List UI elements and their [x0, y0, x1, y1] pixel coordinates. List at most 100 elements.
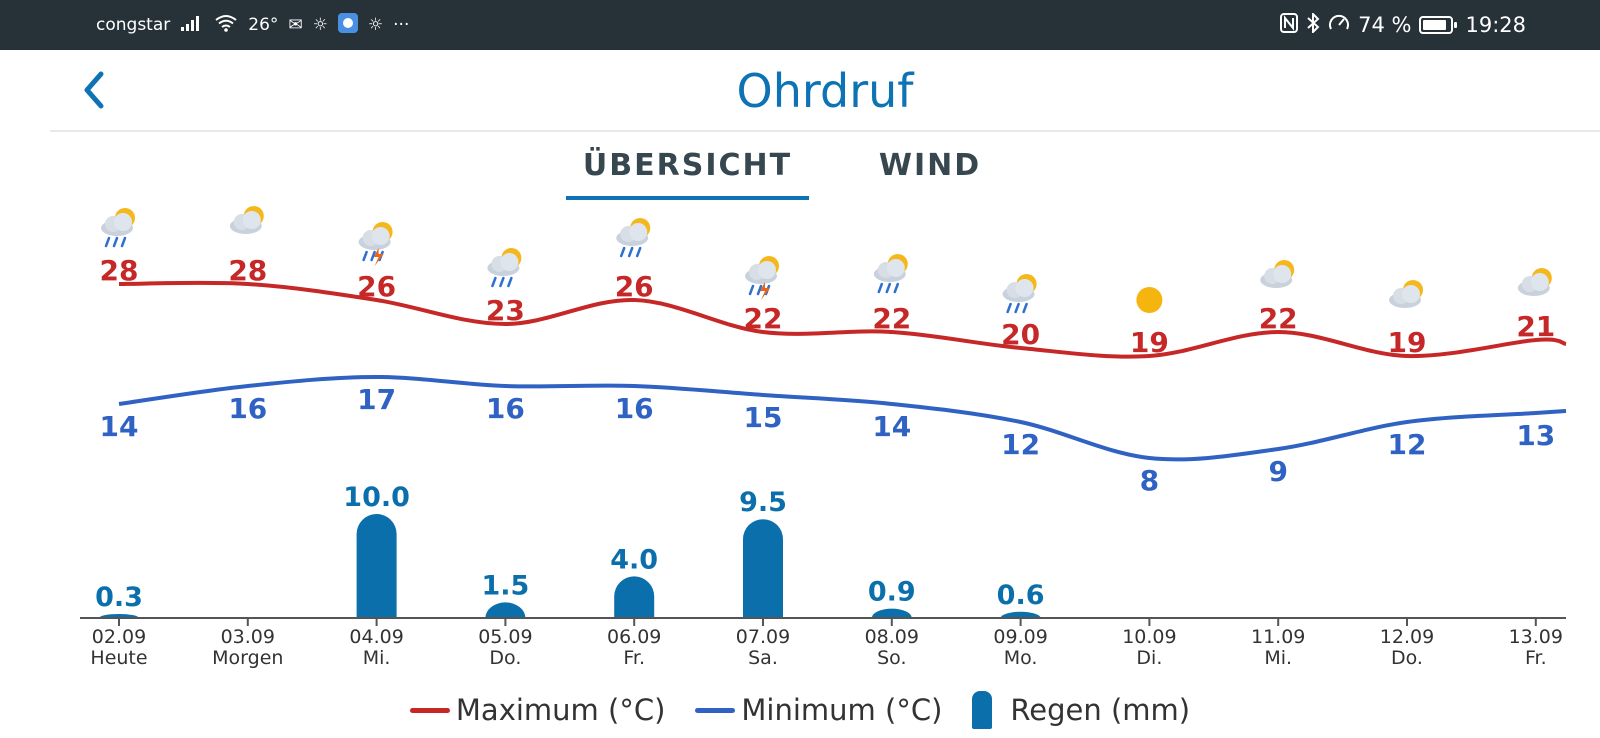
- rain-value-label: 10.0: [343, 482, 410, 513]
- date-label: 03.09: [221, 626, 275, 648]
- rain-cloud-icon: [1002, 274, 1037, 314]
- partly-cloudy-icon: [1517, 268, 1552, 296]
- min-temp-label: 16: [615, 392, 654, 425]
- min-temp-label: 16: [486, 392, 525, 425]
- thunderstorm-icon: [745, 256, 779, 300]
- weather-notification-icon: ☼: [312, 14, 328, 35]
- speed-icon: [1328, 13, 1350, 37]
- date-label: 07.09: [736, 626, 790, 648]
- tab-bar: ÜBERSICHT WIND: [0, 140, 1600, 204]
- legend-max-label: Maximum (°C): [455, 693, 666, 727]
- weekday-label: Do.: [1391, 647, 1423, 669]
- sun-icon: [1136, 287, 1163, 313]
- min-temp-label: 16: [228, 392, 267, 425]
- min-temp-label: 12: [1388, 428, 1427, 461]
- rain-cloud-icon: [487, 248, 522, 288]
- partly-cloudy-icon: [1389, 280, 1423, 308]
- max-temp-label: 21: [1516, 310, 1555, 343]
- nfc-icon: [1280, 13, 1299, 37]
- max-temp-label: 28: [100, 254, 139, 287]
- chart-legend: Maximum (°C) Minimum (°C) Regen (mm): [0, 688, 1600, 732]
- weekday-label: Do.: [489, 647, 521, 669]
- max-temp-label: 23: [486, 294, 525, 327]
- rain-bar: [1000, 611, 1041, 618]
- temperature-indicator: 26°: [248, 14, 279, 35]
- rain-cloud-icon: [873, 254, 908, 294]
- battery-icon: [1419, 16, 1458, 34]
- app-notification-icon: [337, 12, 358, 38]
- min-temp-label: 8: [1140, 464, 1159, 497]
- page-title: Ohrdruf: [736, 64, 914, 118]
- legend-min: Minimum (°C): [695, 693, 942, 727]
- weekday-label: Mo.: [1004, 647, 1038, 669]
- rain-value-label: 4.0: [610, 544, 658, 575]
- tab-wind[interactable]: WIND: [878, 148, 982, 183]
- date-label: 10.09: [1122, 626, 1176, 648]
- bluetooth-icon: [1306, 11, 1320, 37]
- legend-min-swatch: [695, 707, 736, 713]
- date-label: 04.09: [349, 626, 403, 648]
- legend-min-label: Minimum (°C): [741, 693, 943, 727]
- battery-percent: 74 %: [1358, 13, 1412, 37]
- min-temp-label: 12: [1001, 428, 1040, 461]
- weekday-label: Di.: [1136, 647, 1162, 669]
- max-temp-label: 22: [872, 302, 911, 335]
- legend-rain-label: Regen (mm): [1010, 693, 1191, 727]
- clock: 19:28: [1465, 13, 1526, 37]
- min-temp-label: 17: [357, 383, 396, 416]
- min-temp-label: 14: [100, 410, 139, 443]
- legend-rain-swatch: [972, 691, 993, 729]
- max-temp-label: 26: [615, 270, 654, 303]
- rain-cloud-icon: [616, 218, 651, 258]
- weather-notification-icon-2: ☼: [367, 14, 384, 35]
- forecast-chart: 28 14 28 16 26 17 23 16 26 16 22 15 22 14 20 12 19 8 22 9 19…: [80, 206, 1567, 669]
- weekday-label: Sa.: [748, 647, 778, 669]
- weekday-label: Mi.: [363, 647, 391, 669]
- legend-max: Maximum (°C): [409, 693, 666, 727]
- date-label: 06.09: [607, 626, 661, 648]
- max-temp-label: 26: [357, 270, 396, 303]
- partly-cloudy-icon: [1260, 260, 1295, 288]
- legend-max-swatch: [409, 707, 450, 713]
- weekday-label: Fr.: [623, 647, 645, 669]
- rain-value-label: 0.9: [868, 577, 916, 608]
- mail-icon: ✉: [288, 14, 303, 35]
- legend-rain: Regen (mm): [972, 691, 1190, 729]
- min-temp-label: 13: [1516, 419, 1555, 452]
- max-temp-line: [118, 280, 1567, 359]
- app-bar: Ohrdruf: [50, 50, 1600, 132]
- more-notifications-icon: ···: [393, 14, 410, 35]
- wifi-icon: [214, 14, 238, 37]
- min-temp-label: 15: [744, 401, 783, 434]
- rain-cloud-icon: [101, 208, 135, 248]
- max-temp-label: 22: [744, 302, 783, 335]
- rain-value-label: 0.6: [997, 580, 1045, 611]
- signal-icon: [180, 14, 204, 37]
- rain-bar: [485, 602, 526, 618]
- status-bar: congstar 26° ✉ ☼ ☼ ··· 74 % 19:28: [0, 0, 1600, 50]
- max-temp-label: 28: [228, 254, 267, 287]
- min-temp-label: 9: [1268, 455, 1287, 488]
- date-label: 12.09: [1380, 626, 1434, 648]
- back-button[interactable]: [72, 68, 116, 112]
- rain-value-label: 9.5: [739, 487, 787, 518]
- rain-bar: [356, 514, 397, 618]
- max-temp-label: 19: [1388, 326, 1427, 359]
- weekday-label: Mi.: [1264, 647, 1292, 669]
- min-temp-line: [118, 374, 1567, 462]
- max-temp-label: 22: [1259, 302, 1298, 335]
- thunderstorm-icon: [358, 222, 393, 266]
- date-label: 05.09: [478, 626, 532, 648]
- rain-value-label: 1.5: [481, 570, 529, 601]
- max-temp-label: 20: [1001, 318, 1040, 351]
- tab-uebersicht[interactable]: ÜBERSICHT: [566, 148, 809, 200]
- date-label: 09.09: [993, 626, 1047, 648]
- date-label: 11.09: [1251, 626, 1305, 648]
- rain-value-label: 0.3: [95, 582, 143, 613]
- weekday-label: So.: [877, 647, 906, 669]
- rain-bar: [614, 576, 655, 618]
- rain-bar: [743, 519, 783, 618]
- partly-cloudy-icon: [229, 206, 264, 234]
- max-temp-label: 19: [1130, 326, 1169, 359]
- weekday-label: Fr.: [1525, 647, 1547, 669]
